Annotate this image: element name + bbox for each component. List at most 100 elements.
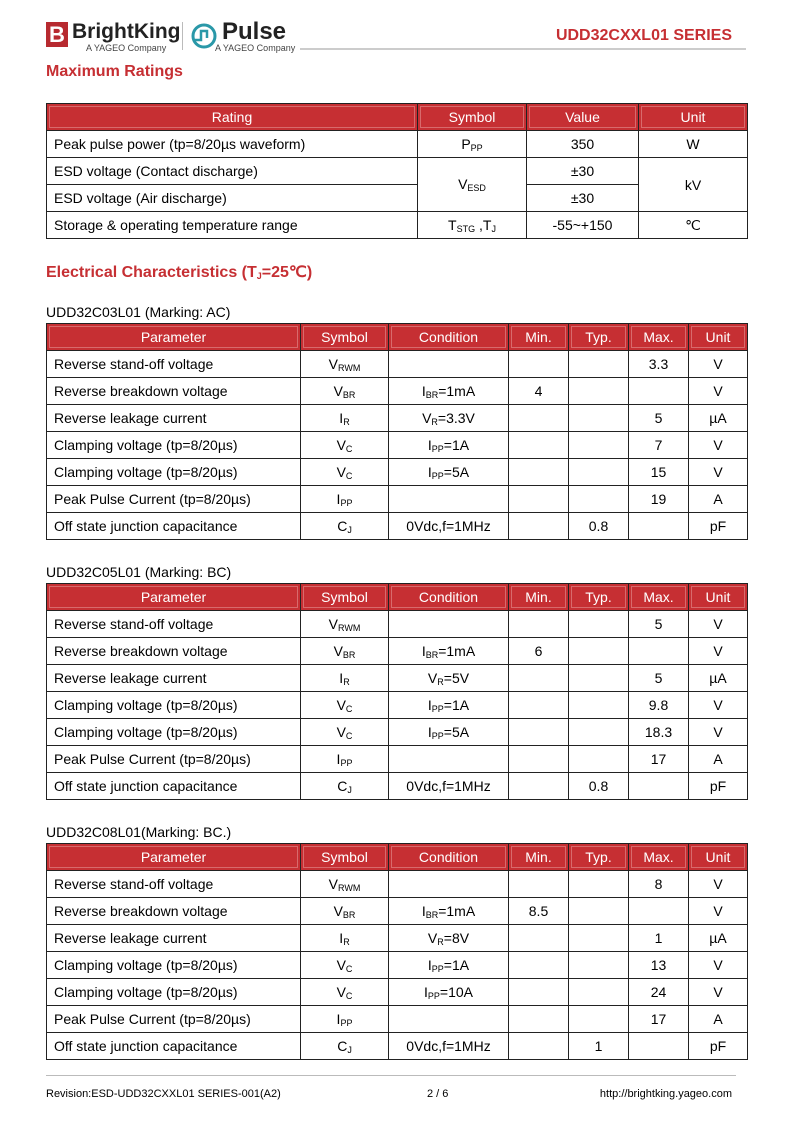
sym-sub: RWM — [338, 622, 361, 633]
value — [568, 691, 629, 719]
value: 5 — [628, 404, 689, 432]
section-title: Electrical Characteristics (TJ=25℃) — [46, 262, 312, 282]
sym: V — [328, 615, 338, 632]
symbol: TSTG ,TJ — [417, 211, 527, 239]
value: 1 — [568, 1032, 629, 1060]
column-header: Min. — [508, 843, 569, 871]
sym-sub: C — [345, 963, 353, 974]
parameter: Clamping voltage (tp=8/20µs) — [46, 718, 301, 746]
sym: V — [336, 463, 346, 480]
sym: V — [333, 642, 343, 659]
column-header: Parameter — [46, 323, 301, 351]
value: µA — [688, 664, 748, 692]
cond: 0Vdc,f=1MHz — [406, 518, 491, 534]
value: 7 — [628, 431, 689, 459]
symbol: VBR — [300, 897, 389, 925]
value — [568, 458, 629, 486]
sym-sub: BR — [342, 909, 356, 920]
column-header: Condition — [388, 843, 509, 871]
section-title: Maximum Ratings — [46, 63, 183, 80]
value: 13 — [628, 951, 689, 979]
table-row: Off state junction capacitance CJ 0Vdc,f=1… — [46, 512, 748, 540]
value — [568, 404, 629, 432]
value: 3.3 — [628, 350, 689, 378]
title-part: =25℃) — [261, 264, 313, 281]
sym: T — [448, 216, 457, 233]
cond: =1A — [443, 956, 470, 973]
title-sub: J — [256, 271, 262, 281]
symbol: CJ — [300, 512, 389, 540]
parameter: Clamping voltage (tp=8/20µs) — [46, 691, 301, 719]
sym-sub: C — [345, 703, 353, 714]
value: 19 — [628, 485, 689, 513]
rating: Storage & operating temperature range — [46, 211, 418, 239]
value: V — [688, 691, 748, 719]
value: V — [688, 637, 748, 665]
condition: IPP=5A — [388, 718, 509, 746]
value — [568, 431, 629, 459]
sym-sub: R — [437, 676, 444, 687]
column-header: Parameter — [46, 843, 301, 871]
symbol: VC — [300, 691, 389, 719]
value: V — [688, 897, 748, 925]
value: V — [688, 377, 748, 405]
table-row: Peak pulse power (tp=8/20µs waveform) PPP… — [46, 130, 748, 158]
value: 8.5 — [508, 897, 569, 925]
condition: VR=8V — [388, 924, 509, 952]
parameter: Clamping voltage (tp=8/20µs) — [46, 431, 301, 459]
value: 350 — [526, 130, 639, 158]
table-row: Peak Pulse Current (tp=8/20µs) IPP 19 A — [46, 485, 748, 513]
value — [568, 951, 629, 979]
sym: I — [336, 1010, 341, 1027]
column-header: Symbol — [417, 103, 527, 131]
value — [568, 870, 629, 898]
parameter: Reverse leakage current — [46, 664, 301, 692]
symbol: IPP — [300, 745, 389, 773]
sym-sub: PP — [427, 990, 440, 1001]
sym: V — [427, 929, 438, 946]
column-header: Min. — [508, 583, 569, 611]
sym-sub: R — [343, 416, 350, 427]
rating: Peak pulse power (tp=8/20µs waveform) — [46, 130, 418, 158]
value: A — [688, 485, 748, 513]
value — [568, 485, 629, 513]
header-row: Parameter Symbol Condition Min. Typ. Max. Unit — [46, 843, 748, 871]
parameter: Reverse stand-off voltage — [46, 870, 301, 898]
sym-sub: ESD — [467, 183, 486, 193]
sym-sub: J — [347, 524, 352, 535]
sym-sub: J — [491, 223, 496, 234]
rating: ESD voltage (Air discharge) — [46, 184, 418, 212]
table-row: Reverse leakage current IR VR=8V 1 µA — [46, 924, 748, 952]
cond: =5A — [443, 723, 470, 740]
condition: IPP=1A — [388, 431, 509, 459]
value: V — [688, 458, 748, 486]
value — [508, 458, 569, 486]
brand2-sub: A YAGEO Company — [215, 43, 296, 53]
sym-sub: PP — [431, 470, 444, 481]
column-header: Unit — [688, 323, 748, 351]
sym-sub: C — [345, 470, 353, 481]
sym-sub: R — [431, 416, 438, 427]
condition: IPP=1A — [388, 691, 509, 719]
table-row: ESD voltage (Air discharge) ±30 — [46, 184, 748, 212]
value: V — [688, 718, 748, 746]
parameter: Reverse stand-off voltage — [46, 610, 301, 638]
value — [568, 1005, 629, 1033]
cond: =5A — [443, 463, 470, 480]
footer-url[interactable]: http://brightking.yageo.com — [599, 1088, 732, 1100]
column-header: Min. — [508, 323, 569, 351]
table-caption: UDD32C05L01 (Marking: BC) — [46, 564, 232, 580]
sym-sub: J — [347, 784, 352, 795]
table-row: Clamping voltage (tp=8/20µs) VC IPP=1A 13 V — [46, 951, 748, 979]
table-row: Clamping voltage (tp=8/20µs) VC IPP=1A 7 V — [46, 431, 748, 459]
table-row: Peak Pulse Current (tp=8/20µs) IPP 17 A — [46, 745, 748, 773]
table-row: Storage & operating temperature range TST… — [46, 211, 748, 239]
sym: C — [337, 777, 348, 794]
electrical-table: Parameter Symbol Condition Min. Typ. Max. Unit… — [46, 843, 748, 1060]
table-row: ESD voltage (Contact discharge) VESD ±30 kV — [46, 157, 748, 212]
value — [568, 350, 629, 378]
column-header: Unit — [688, 583, 748, 611]
value — [568, 664, 629, 692]
sym-sub: PP — [431, 730, 444, 741]
parameter: Off state junction capacitance — [46, 1032, 301, 1060]
